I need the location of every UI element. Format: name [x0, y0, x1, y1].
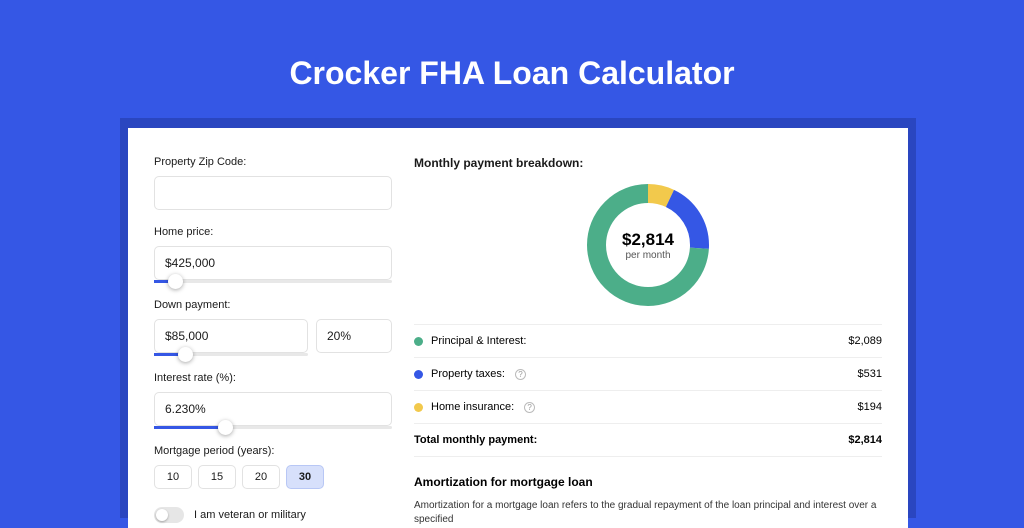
mortgage-period-group: Mortgage period (years): 10152030: [154, 445, 392, 489]
interest-rate-slider[interactable]: [154, 426, 392, 429]
legend-dot: [414, 337, 423, 346]
breakdown-column: Monthly payment breakdown: $2,814 per mo…: [414, 156, 882, 528]
period-pill-20[interactable]: 20: [242, 465, 280, 489]
legend-row: Principal & Interest: $2,089: [414, 325, 882, 358]
zip-field-group: Property Zip Code:: [154, 156, 392, 210]
legend-label: Home insurance:: [431, 401, 514, 413]
mortgage-period-label: Mortgage period (years):: [154, 445, 392, 457]
down-payment-input[interactable]: [154, 319, 308, 353]
interest-rate-label: Interest rate (%):: [154, 372, 392, 384]
down-payment-pct-input[interactable]: [316, 319, 392, 353]
legend-row-total: Total monthly payment: $2,814: [414, 424, 882, 457]
zip-label: Property Zip Code:: [154, 156, 392, 168]
legend-amount: $531: [858, 368, 882, 380]
interest-rate-input[interactable]: [154, 392, 392, 426]
period-pill-30[interactable]: 30: [286, 465, 324, 489]
slider-thumb[interactable]: [218, 420, 233, 435]
down-payment-label: Down payment:: [154, 299, 392, 311]
amortization-text: Amortization for a mortgage loan refers …: [414, 499, 882, 527]
mortgage-period-options: 10152030: [154, 465, 392, 489]
donut-center-value: $2,814: [622, 230, 674, 250]
calculator-panel: Property Zip Code: Home price: Down paym…: [128, 128, 908, 528]
legend-label: Principal & Interest:: [431, 335, 526, 347]
legend-dot: [414, 403, 423, 412]
period-pill-10[interactable]: 10: [154, 465, 192, 489]
home-price-input[interactable]: [154, 246, 392, 280]
page-title: Crocker FHA Loan Calculator: [0, 0, 1024, 116]
total-label: Total monthly payment:: [414, 434, 537, 446]
down-payment-group: Down payment:: [154, 299, 392, 356]
veteran-toggle-row: I am veteran or military: [154, 507, 392, 523]
slider-thumb[interactable]: [178, 347, 193, 362]
down-payment-slider[interactable]: [154, 353, 308, 356]
donut-center-label: per month: [625, 250, 670, 261]
home-price-group: Home price:: [154, 226, 392, 283]
total-amount: $2,814: [848, 434, 882, 446]
veteran-label: I am veteran or military: [194, 509, 306, 521]
slider-thumb[interactable]: [168, 274, 183, 289]
legend-label: Property taxes:: [431, 368, 505, 380]
zip-input[interactable]: [154, 176, 392, 210]
legend-row: Home insurance:? $194: [414, 391, 882, 424]
legend-amount: $2,089: [848, 335, 882, 347]
interest-rate-group: Interest rate (%):: [154, 372, 392, 429]
info-icon[interactable]: ?: [515, 369, 526, 380]
payment-donut-chart: $2,814 per month: [587, 184, 709, 306]
home-price-slider[interactable]: [154, 280, 392, 283]
form-column: Property Zip Code: Home price: Down paym…: [154, 156, 392, 528]
info-icon[interactable]: ?: [524, 402, 535, 413]
breakdown-title: Monthly payment breakdown:: [414, 156, 882, 170]
veteran-toggle[interactable]: [154, 507, 184, 523]
legend-dot: [414, 370, 423, 379]
legend-amount: $194: [858, 401, 882, 413]
period-pill-15[interactable]: 15: [198, 465, 236, 489]
home-price-label: Home price:: [154, 226, 392, 238]
breakdown-legend: Principal & Interest: $2,089 Property taxe…: [414, 324, 882, 457]
legend-row: Property taxes:? $531: [414, 358, 882, 391]
donut-container: $2,814 per month: [414, 180, 882, 324]
amortization-title: Amortization for mortgage loan: [414, 475, 882, 489]
